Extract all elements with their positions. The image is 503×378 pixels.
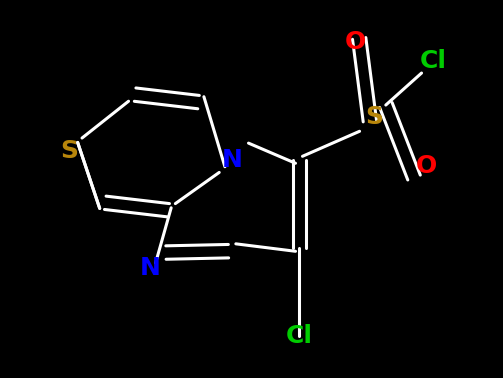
Text: S: S [60,139,78,163]
Text: O: O [345,30,366,54]
Text: N: N [222,147,242,172]
Text: Cl: Cl [286,324,313,348]
Text: N: N [140,256,160,280]
Text: S: S [365,105,383,129]
Text: O: O [415,153,437,178]
Text: Cl: Cl [420,49,447,73]
